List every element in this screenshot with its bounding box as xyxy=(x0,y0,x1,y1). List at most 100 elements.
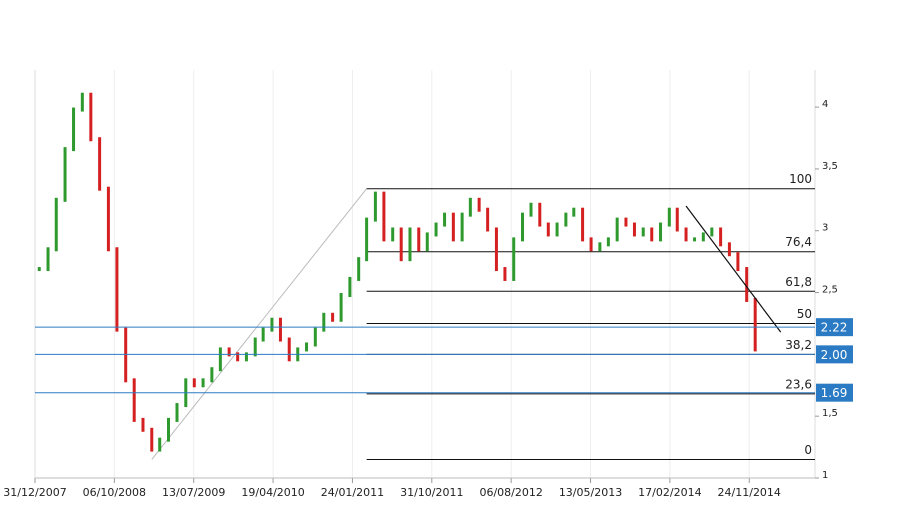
y-tick-label: 1,5 xyxy=(822,408,838,419)
price-bar xyxy=(72,107,76,152)
price-bar xyxy=(434,222,438,237)
price-bar xyxy=(477,197,481,212)
fib-label: 76,4 xyxy=(785,235,812,249)
trendline xyxy=(685,205,782,333)
price-bar xyxy=(460,212,464,242)
price-bar xyxy=(425,232,429,252)
price-bar xyxy=(158,437,162,452)
price-bar xyxy=(745,267,749,302)
price-level-label: 2.00 xyxy=(821,348,848,362)
price-bar xyxy=(192,378,196,388)
price-level-box xyxy=(816,383,853,402)
price-bar xyxy=(339,293,343,322)
price-bar xyxy=(98,137,102,191)
price-bar xyxy=(451,212,455,242)
price-bar xyxy=(54,197,58,252)
fib-label: 61,8 xyxy=(785,275,812,289)
price-level-label: 2.22 xyxy=(821,321,848,335)
price-bar xyxy=(132,378,136,422)
price-bar xyxy=(244,352,248,362)
price-bar xyxy=(684,227,688,242)
x-tick-label: 17/02/2014 xyxy=(638,486,701,499)
price-bar xyxy=(150,427,154,452)
price-level-label: 1.69 xyxy=(821,386,848,400)
price-bar xyxy=(89,92,93,142)
price-bar xyxy=(201,378,205,388)
price-bar xyxy=(701,232,705,242)
fib-label: 50 xyxy=(797,307,812,321)
price-bar xyxy=(227,347,231,357)
price-bar xyxy=(270,317,274,332)
price-bar xyxy=(417,227,421,252)
price-bar xyxy=(753,297,757,352)
price-bar xyxy=(624,217,628,227)
price-bar xyxy=(218,347,222,372)
fib-label: 38,2 xyxy=(785,338,812,352)
price-bar xyxy=(287,337,291,362)
price-bar xyxy=(589,237,593,252)
price-bar xyxy=(736,252,740,272)
price-bar xyxy=(675,207,679,232)
price-bar xyxy=(331,312,335,322)
price-bar xyxy=(719,227,723,247)
fib-label: 23,6 xyxy=(785,377,812,391)
price-bar xyxy=(650,227,654,242)
price-bar xyxy=(391,227,395,242)
price-bar xyxy=(63,147,67,202)
price-bar xyxy=(727,242,731,257)
price-bar xyxy=(236,352,240,362)
price-bar xyxy=(261,327,265,342)
price-bar xyxy=(141,417,145,432)
price-bar xyxy=(175,403,179,422)
price-bar xyxy=(365,217,369,262)
price-bar xyxy=(106,186,110,252)
price-bar xyxy=(382,191,386,242)
price-bar xyxy=(667,207,671,227)
y-tick-label: 1 xyxy=(822,470,828,481)
y-tick-label: 3,5 xyxy=(822,161,838,172)
x-tick-label: 13/07/2009 xyxy=(162,486,225,499)
price-bar xyxy=(546,222,550,237)
price-bar xyxy=(443,212,447,227)
fib-label: 0 xyxy=(804,443,812,457)
price-bar xyxy=(659,222,663,242)
price-bar xyxy=(564,212,568,227)
price-bar xyxy=(641,227,645,237)
price-bar xyxy=(512,237,516,281)
price-bar xyxy=(529,202,533,217)
price-bar xyxy=(80,92,84,112)
x-tick-label: 13/05/2013 xyxy=(559,486,622,499)
price-bar xyxy=(598,242,602,252)
x-tick-label: 06/08/2012 xyxy=(479,486,542,499)
y-tick-label: 3 xyxy=(822,223,828,234)
price-bar xyxy=(373,191,377,222)
price-bar xyxy=(124,327,128,383)
price-bar xyxy=(710,227,714,237)
x-tick-label: 24/01/2011 xyxy=(321,486,384,499)
price-bar xyxy=(486,207,490,232)
price-bar xyxy=(606,237,610,247)
x-tick-label: 31/12/2007 xyxy=(3,486,66,499)
price-bar xyxy=(37,267,41,272)
x-tick-label: 31/10/2011 xyxy=(400,486,463,499)
price-bar xyxy=(408,227,412,262)
price-bar xyxy=(46,247,50,272)
price-bar xyxy=(399,227,403,262)
price-bar xyxy=(572,207,576,217)
price-bar xyxy=(632,222,636,237)
y-tick-label: 4 xyxy=(822,99,828,110)
price-bar xyxy=(581,207,585,242)
price-bar xyxy=(521,212,524,242)
price-bar xyxy=(494,227,498,272)
price-bar xyxy=(615,217,619,242)
price-bar xyxy=(322,312,326,332)
y-tick-label: 2,5 xyxy=(822,285,838,296)
price-bar xyxy=(253,337,257,357)
price-bar xyxy=(503,267,507,281)
price-level-box xyxy=(816,345,853,364)
fib-label: 100 xyxy=(789,172,812,186)
price-bar xyxy=(555,222,559,237)
price-bar xyxy=(348,276,352,298)
price-bar xyxy=(468,197,472,217)
